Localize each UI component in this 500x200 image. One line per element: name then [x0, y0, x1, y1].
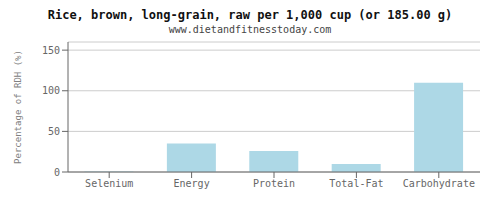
- svg-text:Energy: Energy: [174, 178, 210, 189]
- svg-text:Percentage of RDH (%): Percentage of RDH (%): [13, 50, 23, 164]
- html-text:Rice, brown, long-grain, raw p: Rice, brown, long-grain, raw per 1,000 c…: [47, 8, 453, 22]
- svg-text:0: 0: [54, 167, 60, 178]
- svg-text:Total-Fat: Total-Fat: [329, 178, 383, 189]
- svg-text:150: 150: [42, 45, 60, 56]
- svg-text:Protein: Protein: [253, 178, 295, 189]
- svg-text:50: 50: [48, 126, 60, 137]
- html-text:www.dietandfitnesstoday.com: www.dietandfitnesstoday.com: [168, 24, 332, 35]
- svg-text:Selenium: Selenium: [85, 178, 133, 189]
- svg-text:100: 100: [42, 85, 60, 96]
- svg-text:Carbohydrate: Carbohydrate: [403, 178, 475, 189]
